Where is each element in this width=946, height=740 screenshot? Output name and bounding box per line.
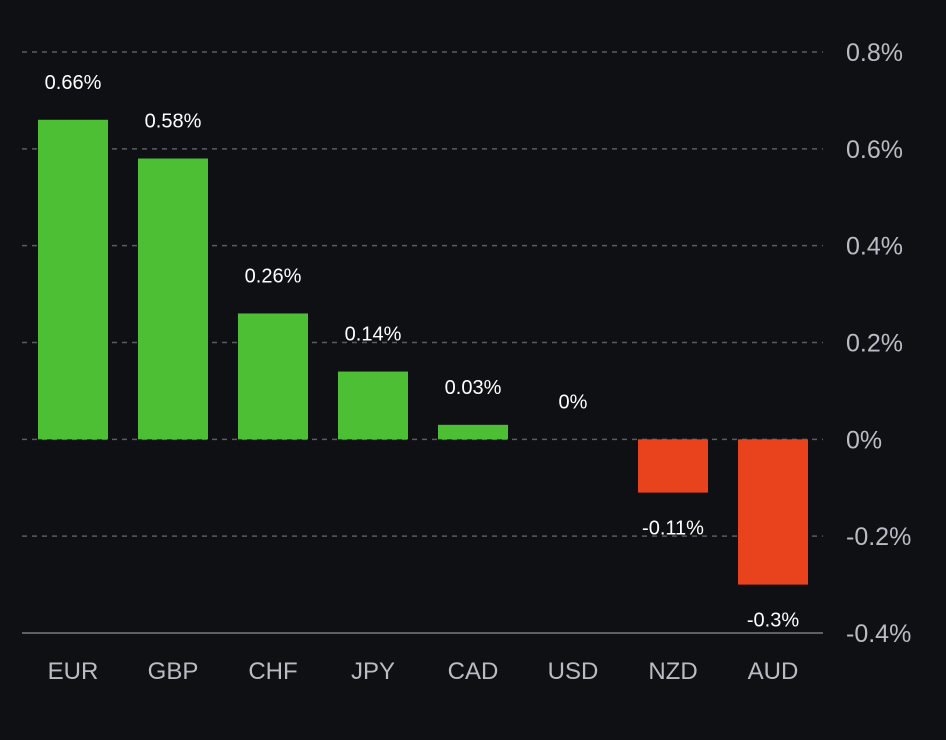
bar-aud bbox=[738, 439, 808, 585]
data-label-gbp: 0.58% bbox=[145, 111, 202, 133]
y-axis-ticks: 0.8% 0.6% 0.4% 0.2% 0% -0.2% -0.4% bbox=[846, 39, 911, 648]
y-tick-label: 0% bbox=[846, 426, 882, 454]
data-label-eur: 0.66% bbox=[45, 72, 102, 94]
data-label-nzd: -0.11% bbox=[642, 518, 704, 540]
x-tick-label-cad: CAD bbox=[448, 658, 499, 685]
x-tick-label-jpy: JPY bbox=[351, 658, 395, 685]
data-label-chf: 0.26% bbox=[245, 265, 302, 287]
bars bbox=[38, 119, 808, 585]
y-tick-label: 0.2% bbox=[846, 330, 903, 358]
bar-chf bbox=[238, 313, 308, 440]
data-labels: 0.66% 0.58% 0.26% 0.14% 0.03% 0% -0.11% -0.3% bbox=[45, 72, 800, 632]
x-tick-label-aud: AUD bbox=[748, 658, 799, 685]
x-tick-label-chf: CHF bbox=[248, 658, 297, 685]
y-tick-label: -0.4% bbox=[846, 620, 911, 648]
x-tick-label-eur: EUR bbox=[48, 658, 99, 685]
bar-cad bbox=[438, 424, 508, 440]
x-tick-label-usd: USD bbox=[548, 658, 599, 685]
y-tick-label: 0.4% bbox=[846, 233, 903, 261]
data-label-aud: -0.3% bbox=[747, 610, 799, 632]
data-label-jpy: 0.14% bbox=[345, 324, 402, 346]
data-label-cad: 0.03% bbox=[445, 377, 502, 399]
y-tick-label: -0.2% bbox=[846, 523, 911, 551]
y-tick-label: 0.8% bbox=[846, 39, 903, 67]
x-tick-label-gbp: GBP bbox=[148, 658, 199, 685]
bar-nzd bbox=[638, 439, 708, 493]
bar-gbp bbox=[138, 158, 208, 440]
y-tick-label: 0.6% bbox=[846, 136, 903, 164]
data-label-usd: 0% bbox=[559, 391, 588, 413]
bar-jpy bbox=[338, 371, 408, 440]
x-axis-ticks: EUR GBP CHF JPY CAD USD NZD AUD bbox=[48, 658, 799, 685]
bar-eur bbox=[38, 119, 108, 440]
x-tick-label-nzd: NZD bbox=[648, 658, 697, 685]
